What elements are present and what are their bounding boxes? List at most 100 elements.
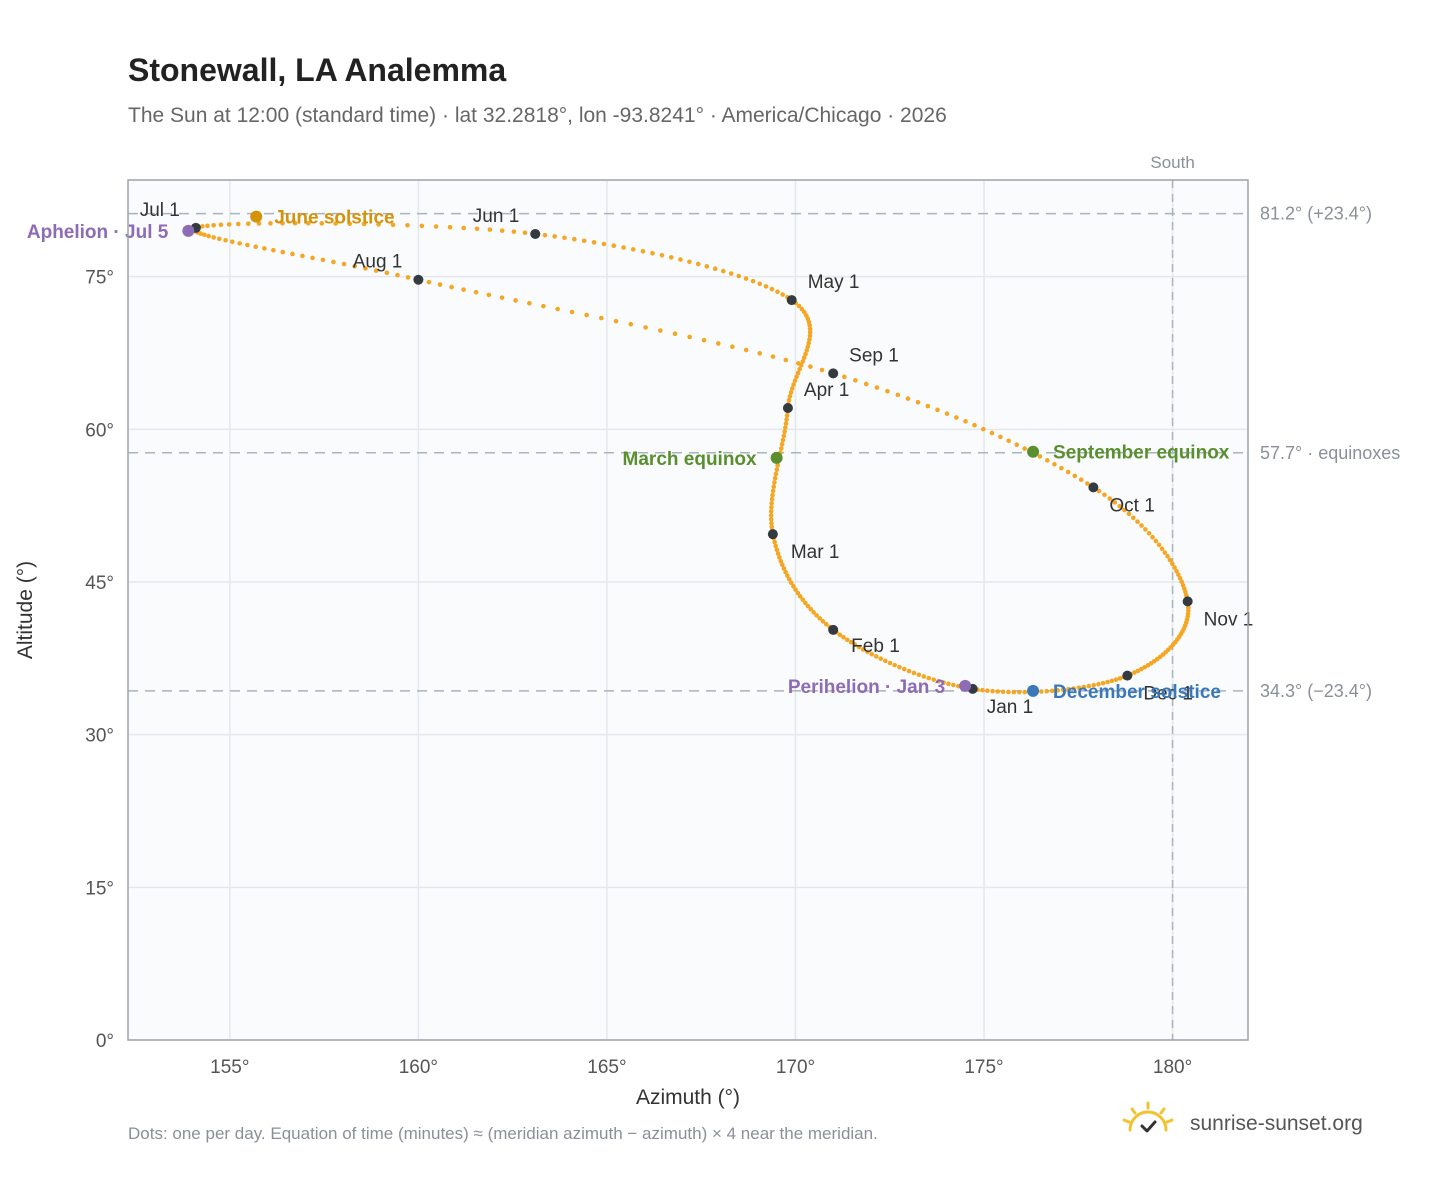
daily-sun-dot	[1176, 572, 1181, 578]
month-marker	[413, 274, 424, 285]
daily-sun-dot	[1086, 683, 1092, 689]
daily-sun-dot	[808, 606, 814, 612]
daily-sun-dot	[784, 417, 789, 422]
daily-sun-dot	[772, 480, 777, 485]
month-label: Jan 1	[987, 697, 1033, 718]
daily-sun-dot	[921, 674, 927, 679]
daily-sun-dot	[352, 263, 358, 269]
x-tick-label: 170°	[776, 1057, 815, 1078]
daily-sun-dot	[807, 326, 813, 332]
month-label: Oct 1	[1109, 495, 1154, 516]
month-marker	[1182, 596, 1193, 607]
daily-sun-dot	[730, 344, 735, 350]
daily-sun-dot	[777, 555, 782, 560]
daily-sun-dot	[1066, 686, 1071, 692]
daily-sun-dot	[779, 562, 785, 568]
month-label: Feb 1	[851, 636, 900, 657]
daily-sun-dot	[621, 245, 626, 250]
daily-sun-dot	[769, 501, 774, 506]
daily-sun-dot	[779, 441, 785, 447]
daily-sun-dot	[1049, 688, 1055, 694]
daily-sun-dot	[522, 230, 528, 236]
daily-sun-dot	[774, 467, 780, 473]
daily-sun-dot	[1006, 438, 1011, 444]
daily-sun-dot	[931, 677, 936, 682]
daily-sun-dot	[433, 224, 439, 229]
daily-sun-dot	[926, 675, 932, 681]
daily-sun-dot	[775, 463, 780, 468]
daily-sun-dot	[781, 566, 787, 571]
daily-sun-dot	[572, 236, 577, 242]
daily-sun-dot	[1022, 689, 1028, 695]
daily-sun-dot	[807, 337, 812, 342]
daily-sun-dot	[780, 437, 786, 443]
daily-sun-dot	[235, 221, 241, 227]
daily-sun-dot	[856, 644, 862, 650]
daily-sun-dot	[542, 232, 548, 238]
daily-sun-dot	[757, 281, 763, 287]
daily-sun-dot	[782, 429, 787, 435]
event-marker	[250, 210, 263, 223]
daily-sun-dot	[658, 328, 663, 333]
daily-sun-dot	[581, 238, 587, 244]
daily-sun-dot	[230, 239, 235, 245]
daily-sun-dot	[650, 250, 655, 256]
daily-sun-dot	[915, 400, 921, 405]
daily-sun-dot	[419, 223, 425, 229]
daily-sun-dot	[772, 539, 777, 545]
daily-sun-dot	[1105, 679, 1110, 685]
daily-sun-dot	[803, 351, 808, 357]
daily-sun-dot	[373, 268, 379, 273]
daily-sun-dot	[678, 257, 683, 262]
daily-sun-dot	[474, 226, 480, 232]
daily-sun-dot	[807, 329, 813, 335]
daily-sun-dot	[333, 221, 338, 226]
daily-sun-dot	[863, 381, 869, 387]
daily-sun-dot	[245, 221, 251, 227]
daily-sun-dot	[873, 654, 879, 659]
daily-sun-dot	[1177, 575, 1183, 581]
daily-sun-dot	[1078, 477, 1084, 483]
event-label: March equinox	[623, 449, 758, 470]
daily-sun-dot	[770, 354, 776, 359]
month-label: Jul 1	[140, 200, 180, 221]
month-label: Jun 1	[473, 206, 519, 227]
footnote: Dots: one per day. Equation of time (min…	[128, 1124, 878, 1143]
daily-sun-dot	[820, 619, 826, 624]
daily-sun-dot	[786, 397, 792, 403]
daily-sun-dot	[980, 687, 985, 693]
daily-sun-dot	[201, 232, 207, 238]
axes: 155° 160° 165° 170° 175° 180° 0° 15° 30° 45° 60° 75…	[85, 268, 1192, 1078]
daily-sun-dot	[901, 666, 907, 672]
daily-sun-dot	[226, 222, 232, 227]
month-label: Dec 1	[1143, 684, 1193, 705]
daily-sun-dot	[223, 237, 228, 243]
y-tick-label: 15°	[85, 878, 114, 899]
daily-sun-dot	[781, 433, 787, 439]
daily-sun-dot	[405, 223, 410, 228]
daily-sun-dot	[954, 415, 959, 420]
daily-sun-dot	[728, 271, 734, 276]
daily-sun-dot	[802, 600, 808, 606]
daily-sun-dot	[262, 246, 267, 251]
daily-sun-dot	[946, 681, 951, 687]
daily-sun-dot	[271, 247, 276, 253]
daily-sun-dot	[552, 234, 557, 239]
daily-sun-dot	[640, 248, 646, 254]
daily-sun-dot	[771, 484, 777, 490]
daily-sun-dot	[778, 446, 784, 451]
sun-check-icon	[1122, 1101, 1174, 1133]
daily-sun-dot	[1170, 561, 1175, 567]
event-marker	[1027, 445, 1040, 458]
event-label: June solstice	[274, 208, 394, 229]
daily-sun-dot	[848, 639, 854, 645]
daily-sun-dot	[841, 635, 846, 640]
daily-sun-dot	[499, 228, 505, 233]
daily-sun-dot	[768, 509, 774, 514]
daily-sun-dot	[768, 513, 774, 518]
daily-sun-dot	[205, 223, 210, 229]
daily-sun-dot	[1135, 668, 1141, 674]
daily-sun-dot	[985, 688, 990, 694]
daily-sun-dot	[631, 247, 636, 252]
daily-sun-dot	[1059, 465, 1064, 471]
